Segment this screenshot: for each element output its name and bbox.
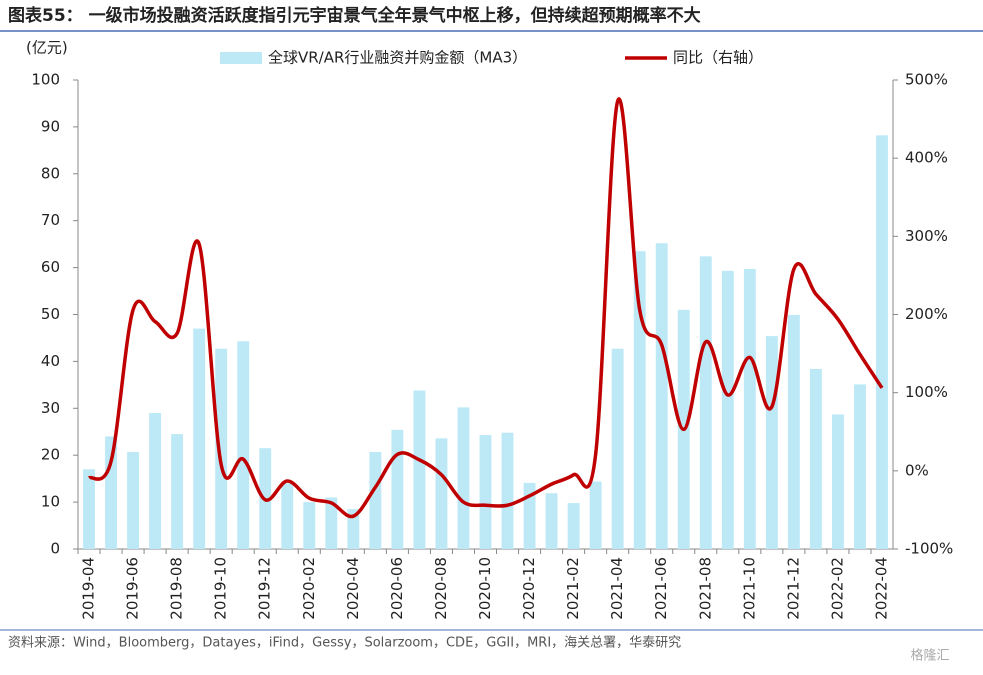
y2-tick-label: 400% (905, 149, 948, 167)
legend-swatch (220, 52, 262, 64)
bar (721, 270, 734, 549)
x-tick-label: 2021-06 (652, 557, 670, 620)
y2-tick-label: -100% (905, 540, 953, 558)
x-tick-label: 2019-10 (212, 557, 230, 620)
y-tick-label: 60 (41, 258, 60, 276)
bar (633, 251, 646, 549)
bar (743, 269, 756, 549)
source: 资料来源：Wind，Bloomberg，Datayes，iFind，Gessy，… (8, 636, 681, 651)
legend-label: 全球VR/AR行业融资并购金额（MA3） (268, 49, 527, 67)
y-tick-label: 50 (41, 305, 60, 323)
bar (369, 451, 382, 549)
y-tick-label: 90 (41, 117, 60, 135)
bar (699, 256, 712, 549)
bar (523, 482, 536, 549)
x-tick-label: 2020-12 (520, 557, 538, 620)
y2-tick-label: 500% (905, 71, 948, 89)
y2-tick-label: 300% (905, 227, 948, 245)
bar (105, 436, 117, 549)
bar (854, 384, 866, 549)
bar (479, 435, 492, 549)
x-tick-label: 2020-10 (476, 557, 494, 620)
bar (237, 341, 250, 549)
bar (545, 493, 558, 549)
bar (215, 348, 228, 549)
x-tick-label: 2020-08 (432, 557, 450, 620)
x-tick-label: 2022-04 (872, 557, 890, 620)
x-tick-label: 2021-10 (740, 557, 758, 620)
bar (457, 407, 470, 549)
line (87, 97, 884, 519)
bar (413, 390, 426, 549)
watermark: 格隆汇 (910, 648, 949, 664)
y-tick-label: 0 (50, 540, 60, 558)
y-tick-label: 80 (41, 164, 60, 182)
x-tick-label: 2021-04 (608, 557, 626, 620)
bar (831, 414, 844, 549)
bar (876, 135, 888, 550)
bar (325, 497, 338, 549)
bar (303, 502, 316, 549)
x-tick-label: 2021-12 (784, 557, 802, 620)
bar (435, 438, 448, 549)
y-axis-unit: (亿元) (26, 39, 68, 57)
y2-tick-label: 200% (905, 305, 948, 323)
bar (281, 483, 294, 549)
x-tick-label: 2019-06 (124, 557, 142, 620)
y-tick-label: 100 (31, 71, 60, 89)
y-tick-label: 20 (41, 446, 60, 464)
bar (809, 368, 822, 549)
x-tick-label: 2021-02 (564, 557, 582, 620)
bar (391, 429, 404, 549)
bar (611, 348, 624, 549)
bar (149, 412, 162, 549)
bar (765, 336, 778, 549)
bar (567, 503, 580, 549)
x-tick-label: 2019-12 (256, 557, 274, 620)
bar (501, 432, 514, 549)
chart-title: 图表55： 一级市场投融资活跃度指引元宇宙景气全年景气中枢上移，但持续超预期概率… (8, 5, 701, 26)
x-tick-label: 2022-02 (828, 557, 846, 620)
bar (127, 451, 140, 549)
bar (589, 481, 602, 549)
x-tick-label: 2019-08 (168, 557, 186, 620)
bar (787, 314, 800, 549)
bar (347, 509, 360, 549)
x-tick-label: 2021-08 (696, 557, 714, 620)
x-tick-label: 2020-06 (388, 557, 406, 620)
y-tick-label: 30 (41, 399, 60, 417)
y2-tick-label: 100% (905, 383, 948, 401)
bar (193, 328, 206, 549)
legend-label: 同比（右轴） (673, 49, 763, 67)
x-tick-label: 2020-02 (300, 557, 318, 620)
x-tick-label: 2019-04 (80, 557, 98, 620)
x-tick-label: 2020-04 (344, 557, 362, 620)
bar (83, 469, 95, 549)
y-tick-label: 70 (41, 211, 60, 229)
y-tick-label: 10 (41, 493, 60, 511)
y2-tick-label: 0% (905, 461, 929, 479)
y-tick-label: 40 (41, 352, 60, 370)
bar (655, 243, 668, 549)
bar (171, 434, 184, 549)
